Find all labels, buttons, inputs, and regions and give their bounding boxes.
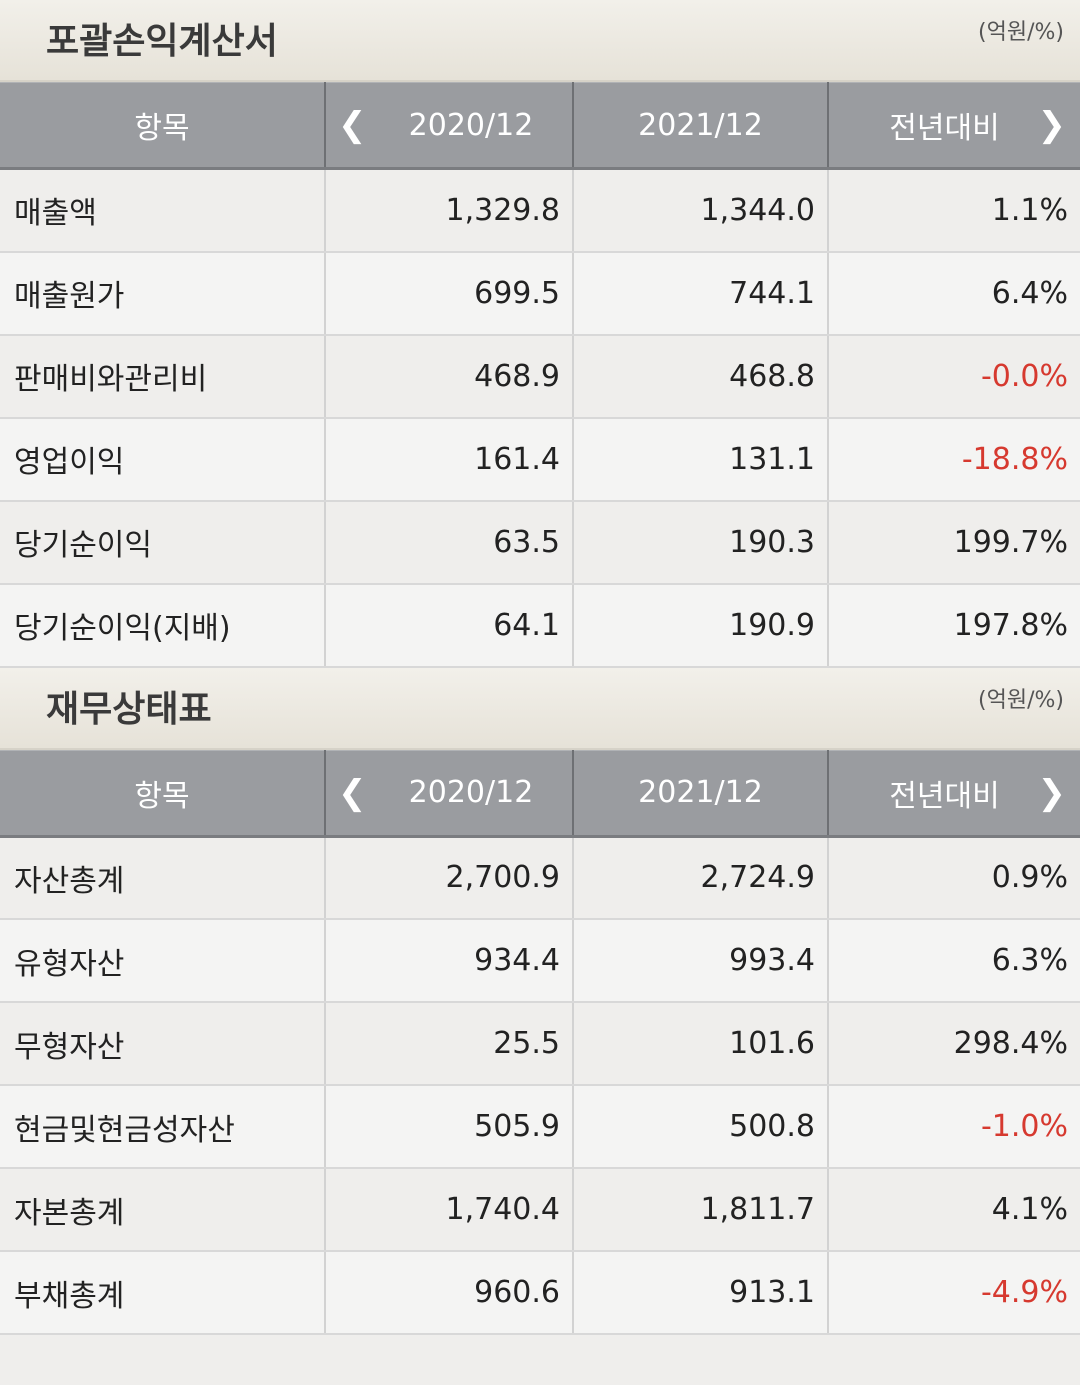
table-row: 당기순이익 63.5 190.3 199.7% — [0, 500, 1080, 585]
table-row: 판매비와관리비 468.9 468.8 -0.0% — [0, 334, 1080, 419]
yoy-value-cell: -1.0% — [827, 1085, 1080, 1169]
prev-value-cell: 25.5 — [324, 1002, 573, 1086]
table-row: 부채총계 960.6 913.1 -4.9% — [0, 1251, 1080, 1335]
col-header-item-label: 항목 — [134, 778, 190, 814]
col-header-item-label: 항목 — [134, 111, 190, 146]
col-header-item: 항목 — [0, 82, 325, 170]
income-unit-label: (억원/%) — [978, 20, 1064, 45]
col-header-yoy-label: 전년대비 — [889, 111, 1000, 146]
row-label-cell: 당기순이익 — [0, 500, 325, 585]
curr-value-cell: 913.1 — [572, 1251, 828, 1335]
prev-value-cell: 960.6 — [324, 1251, 573, 1335]
income-section-title: 포괄손익계산서 — [46, 21, 278, 62]
curr-value-cell: 1,344.0 — [572, 168, 828, 253]
chevron-left-icon[interactable]: ❮ — [338, 105, 367, 145]
table-row: 자본총계 1,740.4 1,811.7 4.1% — [0, 1168, 1080, 1252]
yoy-value-cell: -4.9% — [827, 1251, 1080, 1335]
col-header-prev-label: 2020/12 — [408, 107, 534, 143]
yoy-value-cell: 0.9% — [827, 836, 1080, 920]
balance-section-title: 재무상태표 — [46, 688, 212, 730]
table-row: 현금및현금성자산 505.9 500.8 -1.0% — [0, 1085, 1080, 1169]
table-row: 매출액 1,329.8 1,344.0 1.1% — [0, 168, 1080, 253]
yoy-value-cell: 298.4% — [827, 1002, 1080, 1086]
curr-value-cell: 993.4 — [572, 919, 828, 1003]
row-label-cell: 유형자산 — [0, 919, 325, 1003]
curr-value-cell: 468.8 — [572, 334, 828, 419]
balance-unit-label: (억원/%) — [978, 687, 1064, 713]
curr-value-cell: 500.8 — [572, 1085, 828, 1169]
col-header-curr-label: 2021/12 — [638, 775, 763, 810]
col-header-yoy: 전년대비 ❯ — [827, 749, 1080, 838]
table-row: 당기순이익(지배) 64.1 190.9 197.8% — [0, 583, 1080, 668]
prev-value-cell: 699.5 — [324, 251, 573, 336]
prev-value-cell: 161.4 — [324, 417, 573, 502]
col-header-curr-label: 2021/12 — [638, 107, 763, 143]
col-header-prev-label: 2020/12 — [408, 775, 534, 810]
prev-value-cell: 1,740.4 — [324, 1168, 573, 1252]
chevron-left-icon[interactable]: ❮ — [338, 772, 367, 813]
yoy-value-cell: 4.1% — [827, 1168, 1080, 1252]
row-label-cell: 당기순이익(지배) — [0, 583, 325, 668]
col-header-curr-period: 2021/12 — [572, 82, 828, 170]
col-header-item: 항목 — [0, 749, 325, 838]
chevron-right-icon[interactable]: ❯ — [1037, 772, 1067, 813]
prev-value-cell: 1,329.8 — [324, 168, 573, 253]
table-row: 자산총계 2,700.9 2,724.9 0.9% — [0, 836, 1080, 920]
balance-header-row: 항목 ❮ 2020/12 2021/12 전년대비 ❯ — [0, 749, 1080, 838]
row-label-cell: 매출원가 — [0, 251, 325, 336]
prev-value-cell: 63.5 — [324, 500, 573, 585]
col-header-prev-period: ❮ 2020/12 — [324, 749, 573, 838]
curr-value-cell: 1,811.7 — [572, 1168, 828, 1252]
balance-section-header: 재무상태표 (억원/%) — [0, 667, 1080, 750]
prev-value-cell: 64.1 — [324, 583, 573, 668]
table-row: 무형자산 25.5 101.6 298.4% — [0, 1002, 1080, 1086]
curr-value-cell: 131.1 — [572, 417, 828, 502]
prev-value-cell: 468.9 — [324, 334, 573, 419]
row-label-cell: 판매비와관리비 — [0, 334, 325, 419]
curr-value-cell: 744.1 — [572, 251, 828, 336]
curr-value-cell: 190.9 — [572, 583, 828, 668]
yoy-value-cell: 6.3% — [827, 919, 1080, 1003]
income-table: 항목 ❮ 2020/12 2021/12 전년대비 ❯ 매출액 1,329.8 1,… — [0, 82, 1080, 668]
curr-value-cell: 2,724.9 — [572, 836, 828, 920]
row-label-cell: 영업이익 — [0, 417, 325, 502]
curr-value-cell: 190.3 — [572, 500, 828, 585]
curr-value-cell: 101.6 — [572, 1002, 828, 1086]
prev-value-cell: 505.9 — [324, 1085, 573, 1169]
row-label-cell: 매출액 — [0, 168, 325, 253]
income-header-row: 항목 ❮ 2020/12 2021/12 전년대비 ❯ — [0, 82, 1080, 170]
yoy-value-cell: -0.0% — [827, 334, 1080, 419]
table-row: 영업이익 161.4 131.1 -18.8% — [0, 417, 1080, 502]
prev-value-cell: 2,700.9 — [324, 836, 573, 920]
row-label-cell: 무형자산 — [0, 1002, 325, 1086]
yoy-value-cell: 199.7% — [827, 500, 1080, 585]
row-label-cell: 자본총계 — [0, 1168, 325, 1252]
col-header-curr-period: 2021/12 — [572, 749, 828, 838]
row-label-cell: 자산총계 — [0, 836, 325, 920]
yoy-value-cell: 197.8% — [827, 583, 1080, 668]
col-header-prev-period: ❮ 2020/12 — [324, 82, 573, 170]
balance-table: 항목 ❮ 2020/12 2021/12 전년대비 ❯ 자산총계 2,700.9 2… — [0, 749, 1080, 1335]
balance-table-body: 자산총계 2,700.9 2,724.9 0.9% 유형자산 934.4 993.4 6.3%… — [0, 836, 1080, 1335]
income-section-header: 포괄손익계산서 (억원/%) — [0, 0, 1080, 82]
yoy-value-cell: 6.4% — [827, 251, 1080, 336]
table-row: 유형자산 934.4 993.4 6.3% — [0, 919, 1080, 1003]
table-row: 매출원가 699.5 744.1 6.4% — [0, 251, 1080, 336]
prev-value-cell: 934.4 — [324, 919, 573, 1003]
col-header-yoy-label: 전년대비 — [889, 778, 1000, 814]
yoy-value-cell: -18.8% — [827, 417, 1080, 502]
row-label-cell: 현금및현금성자산 — [0, 1085, 325, 1169]
income-table-body: 매출액 1,329.8 1,344.0 1.1% 매출원가 699.5 744.1 6.4% 판… — [0, 168, 1080, 668]
yoy-value-cell: 1.1% — [827, 168, 1080, 253]
row-label-cell: 부채총계 — [0, 1251, 325, 1335]
col-header-yoy: 전년대비 ❯ — [827, 82, 1080, 170]
chevron-right-icon[interactable]: ❯ — [1037, 105, 1067, 145]
